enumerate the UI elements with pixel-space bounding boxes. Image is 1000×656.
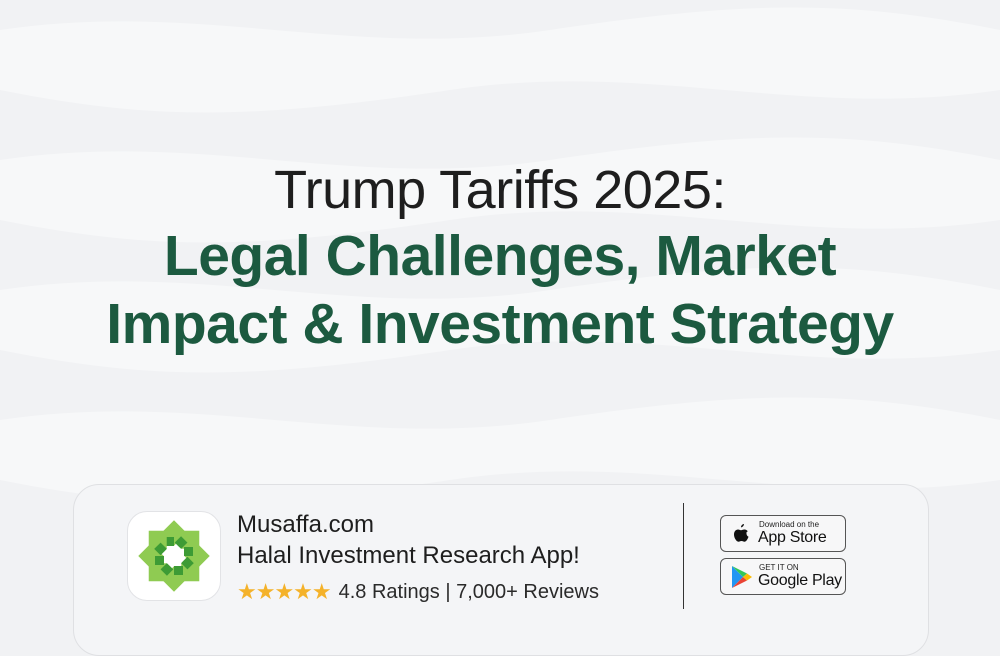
- app-store-label: App Store: [758, 529, 827, 546]
- app-store-small-text: Download on the: [759, 520, 820, 529]
- app-store-button[interactable]: Download on the App Store: [720, 515, 846, 552]
- divider: [683, 503, 684, 609]
- headline: Trump Tariffs 2025: Legal Challenges, Ma…: [0, 158, 1000, 358]
- google-play-icon: [732, 566, 752, 588]
- wave-background: [0, 0, 1000, 630]
- star-rating-icon: ★★★★★: [237, 579, 332, 604]
- rating-row: ★★★★★ 4.8 Ratings | 7,000+ Reviews: [237, 579, 599, 605]
- app-promo-card: Musaffa.com Halal Investment Research Ap…: [73, 484, 929, 656]
- google-play-small-text: GET IT ON: [759, 563, 799, 572]
- google-play-button[interactable]: GET IT ON Google Play: [720, 558, 846, 595]
- headline-line-3: Impact & Investment Strategy: [106, 292, 894, 356]
- app-icon: [127, 511, 221, 601]
- headline-line-2: Legal Challenges, Market: [163, 224, 837, 288]
- rating-text: 4.8 Ratings | 7,000+ Reviews: [338, 580, 599, 603]
- headline-line-1: Trump Tariffs 2025:: [274, 160, 726, 220]
- google-play-label: Google Play: [758, 572, 842, 589]
- app-name: Musaffa.com: [237, 511, 374, 538]
- musaffa-logo-icon: [138, 520, 210, 592]
- app-tagline: Halal Investment Research App!: [237, 542, 580, 569]
- apple-icon: [734, 524, 749, 542]
